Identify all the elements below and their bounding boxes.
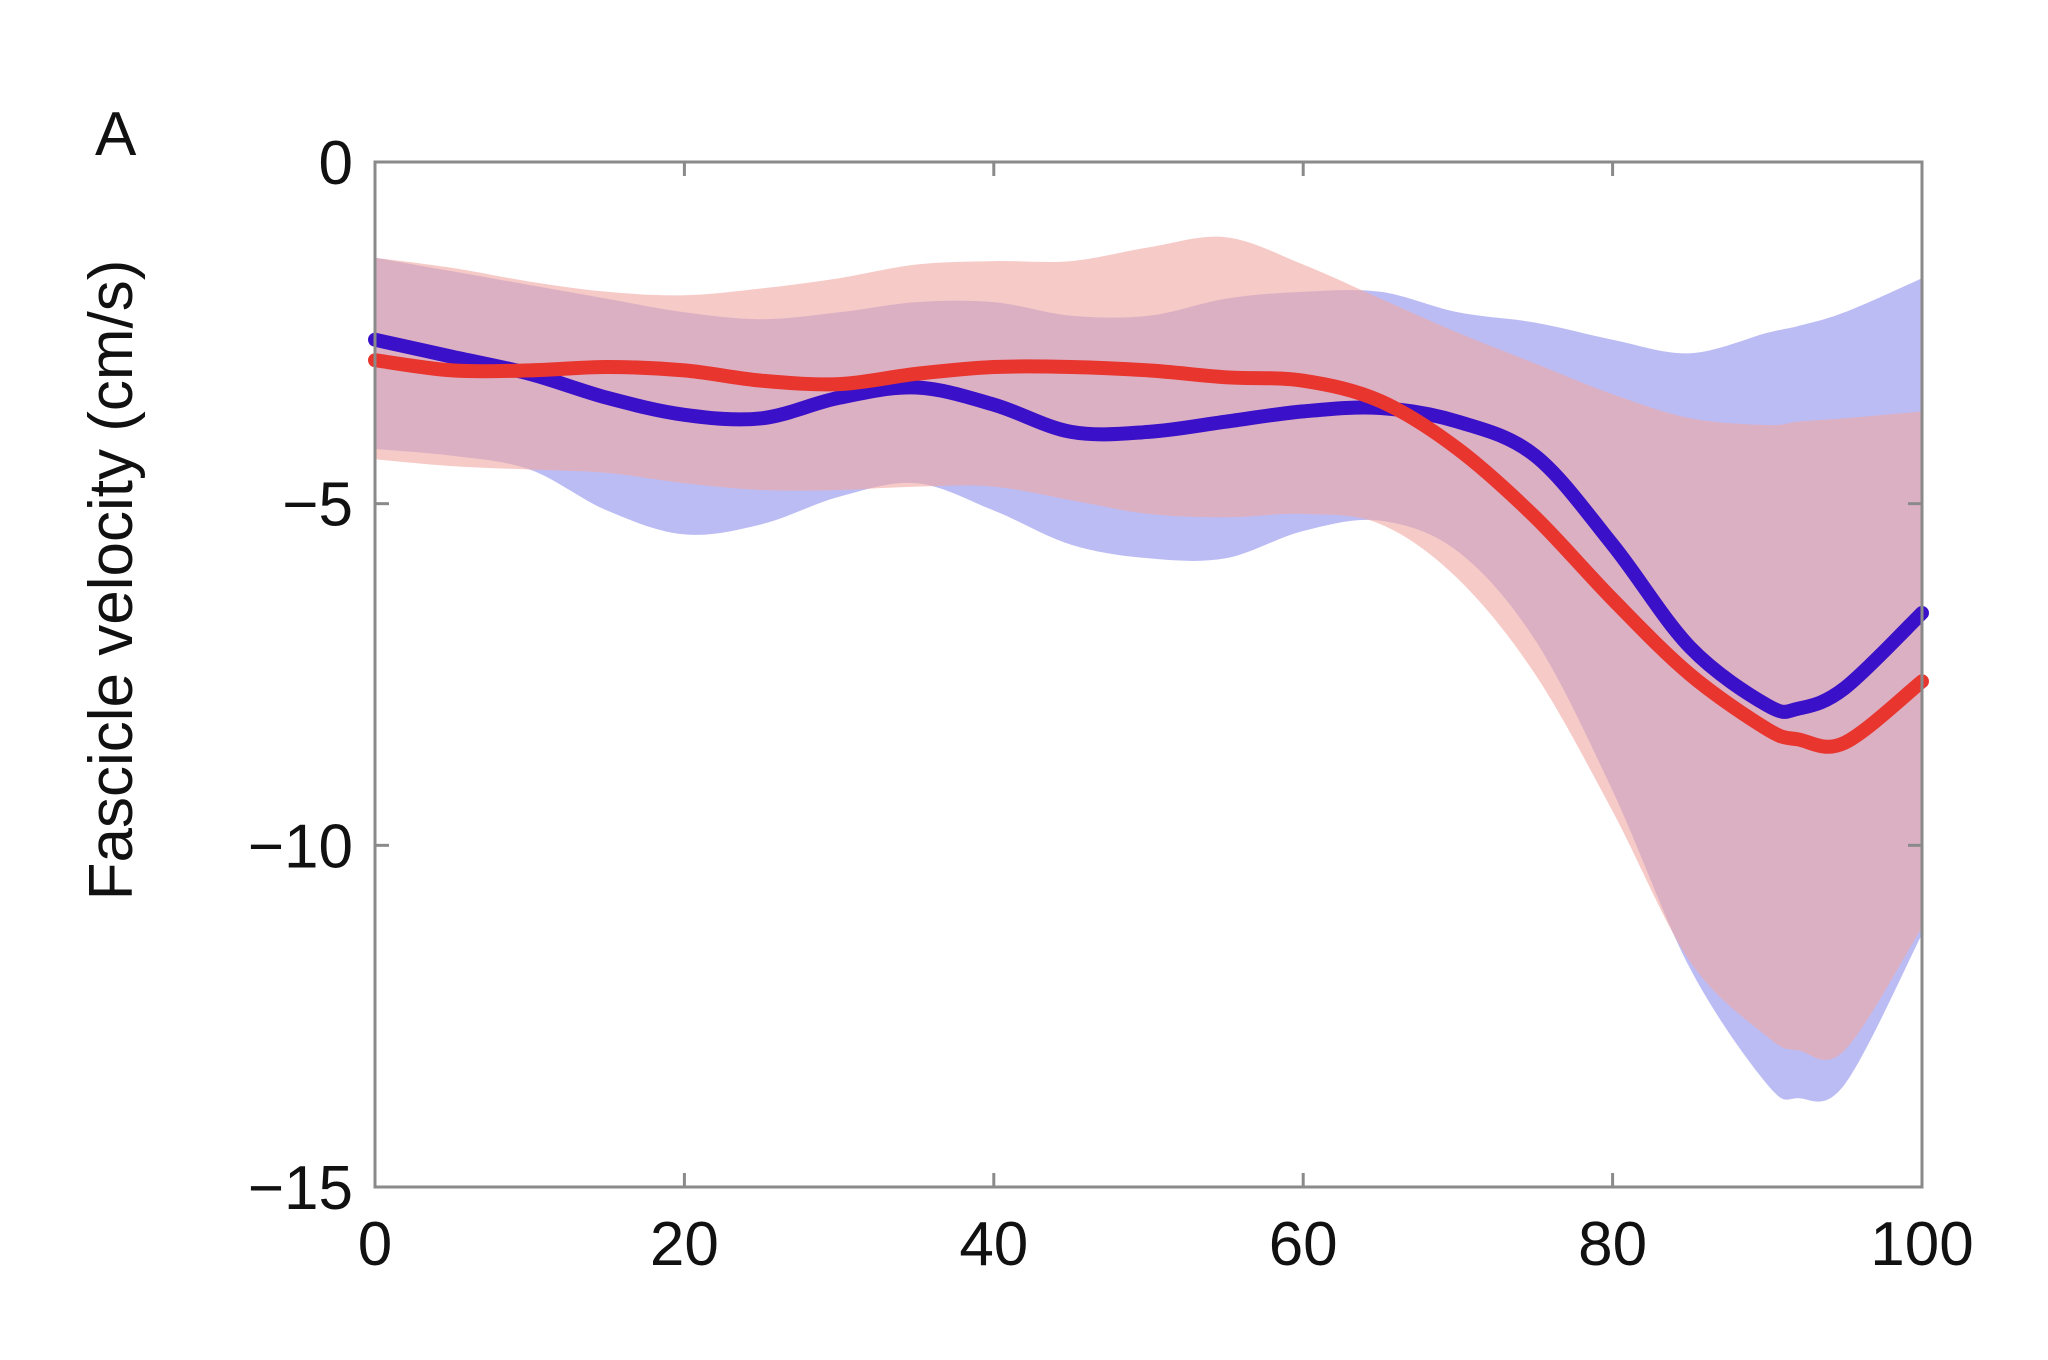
y-tick-label: 0 — [319, 129, 353, 198]
y-tick-label: −5 — [282, 471, 353, 540]
y-tick-label: −15 — [248, 1154, 353, 1223]
y-axis-title: Fascicle velocity (cm/s) — [77, 260, 146, 901]
x-tick-label: 100 — [1870, 1210, 1973, 1279]
series-1-line — [368, 332, 1929, 719]
x-tick-label: 80 — [1578, 1210, 1647, 1279]
series-2-band — [375, 236, 1922, 1060]
x-tick-label: 40 — [959, 1210, 1028, 1279]
series-lines — [368, 332, 1929, 754]
x-tick-label: 20 — [650, 1210, 719, 1279]
x-tick-label: 0 — [358, 1210, 392, 1279]
series-2-line — [368, 353, 1929, 754]
panel-label: A — [95, 100, 137, 169]
confidence-bands — [375, 236, 1922, 1102]
y-tick-label: −10 — [248, 812, 353, 881]
x-tick-label: 60 — [1269, 1210, 1338, 1279]
axis-ticks — [373, 160, 1924, 1189]
plot-frame — [373, 160, 1924, 1189]
tick-labels: 0 20 40 60 80 100 0 −5 −10 −15 — [248, 129, 1974, 1279]
